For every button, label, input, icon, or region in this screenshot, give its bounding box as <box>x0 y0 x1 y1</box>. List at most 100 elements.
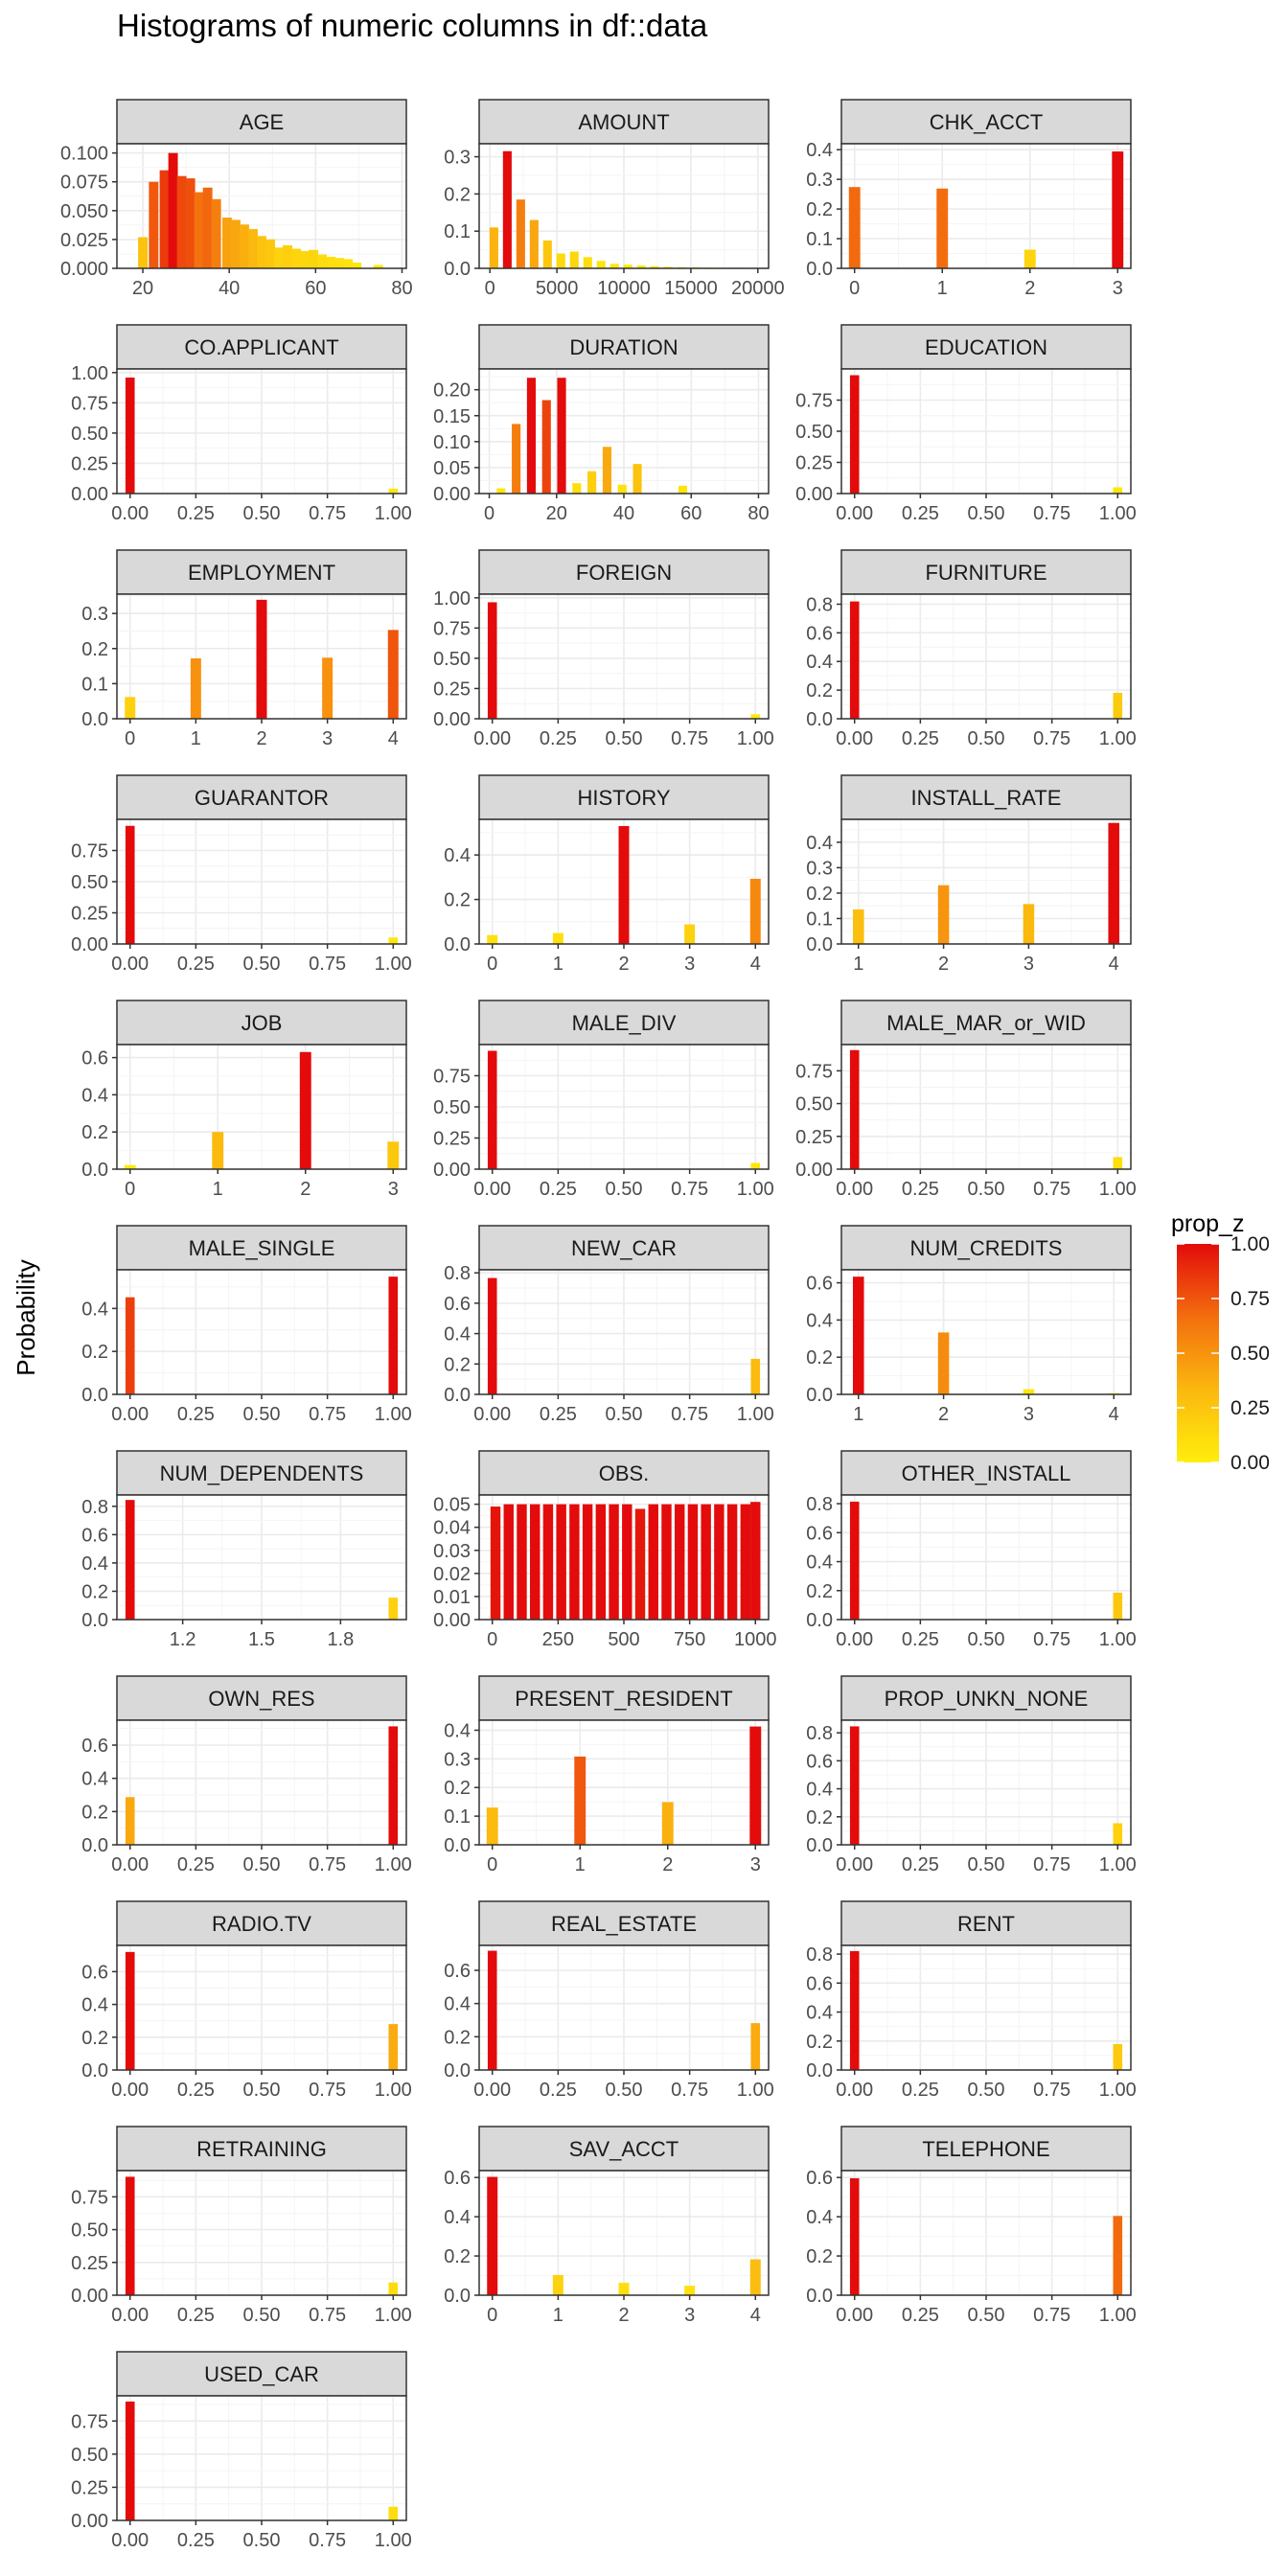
x-tick-label: 1 <box>553 2305 564 2326</box>
y-tick-label: 0.0 <box>806 1835 833 1856</box>
x-tick-label: 1.00 <box>375 503 412 524</box>
y-tick-label: 0.50 <box>71 2445 108 2466</box>
bar-num-credits-1 <box>937 1332 950 1394</box>
y-tick-label: 0.3 <box>444 148 471 169</box>
x-tick-label: 1.00 <box>375 2305 412 2326</box>
x-tick-label: 0.00 <box>111 2530 149 2551</box>
y-tick-label: 0.6 <box>806 2168 833 2189</box>
x-tick-label: 2 <box>618 2305 629 2326</box>
bar-guarantor-1 <box>388 937 399 944</box>
strip-label-num-dependents: NUM_DEPENDENTS <box>160 1461 364 1485</box>
strip-label-used-car: USED_CAR <box>204 2362 319 2386</box>
y-tick-label: 0.02 <box>433 1564 471 1585</box>
bar-amount-0 <box>489 227 498 268</box>
strip-label-male-single: MALE_SINGLE <box>189 1236 335 1260</box>
y-tick-label: 0.1 <box>81 674 108 695</box>
x-tick-label: 0.25 <box>902 728 939 749</box>
x-tick-label: 0.25 <box>177 1404 215 1425</box>
y-tick-label: 0.0 <box>81 709 108 730</box>
strip-own-res <box>116 1675 407 1721</box>
x-tick-label: 4 <box>1109 1404 1119 1425</box>
x-tick-label: 0.75 <box>1033 1179 1070 1200</box>
x-tick-label: 0.00 <box>111 2080 149 2101</box>
bar-chk-acct-0 <box>848 187 861 268</box>
x-tick-label: 1 <box>853 1404 863 1425</box>
x-tick-label: 3 <box>1024 954 1034 975</box>
y-tick-label: 0.3 <box>806 858 833 879</box>
strip-present-resident <box>478 1675 770 1721</box>
y-tick-label: 0.2 <box>81 1802 108 1823</box>
bar-used-car-1 <box>388 2506 399 2520</box>
x-tick-label: 1.00 <box>375 2530 412 2551</box>
bar-prop-unkn-none-0 <box>849 1726 860 1845</box>
bar-amount-5 <box>556 253 565 268</box>
bar-age-17 <box>291 248 302 268</box>
bar-install-rate-0 <box>852 908 864 944</box>
bar-amount-2 <box>516 199 525 268</box>
x-tick-label: 1 <box>575 1854 586 1875</box>
bar-job-1 <box>212 1132 224 1169</box>
y-tick-label: 0.50 <box>795 1094 833 1116</box>
bar-retraining-0 <box>125 2176 135 2295</box>
bar-job-2 <box>299 1051 311 1169</box>
x-tick-label: 1.00 <box>1099 1854 1137 1875</box>
y-tick-label: 0.25 <box>795 1127 833 1148</box>
bar-obs-1 <box>503 1504 514 1620</box>
x-tick-label: 4 <box>388 728 399 749</box>
y-tick-label: 0.2 <box>444 890 471 911</box>
x-tick-label: 1.5 <box>248 1629 275 1650</box>
x-tick-label: 3 <box>322 728 333 749</box>
strip-label-own-res: OWN_RES <box>208 1687 314 1711</box>
y-tick-label: 0.0 <box>806 2060 833 2082</box>
bar-retraining-1 <box>388 2282 399 2295</box>
strip-label-job: JOB <box>242 1011 283 1035</box>
bar-sav-acct-2 <box>618 2283 630 2295</box>
bar-num-credits-2 <box>1023 1389 1035 1394</box>
bar-num-dependents-0 <box>125 1500 135 1620</box>
bar-age-3 <box>168 152 178 268</box>
bar-age-0 <box>138 237 149 268</box>
x-tick-label: 2 <box>938 954 949 975</box>
y-tick-label: 0.05 <box>433 458 471 479</box>
bar-telephone-1 <box>1113 2216 1123 2295</box>
x-tick-label: 0.25 <box>902 2305 939 2326</box>
x-tick-label: 0.75 <box>671 2080 708 2101</box>
y-tick-label: 0.2 <box>806 1347 833 1368</box>
bar-obs-20 <box>750 1502 761 1620</box>
y-tick-label: 0.0 <box>806 709 833 730</box>
bar-co-applicant-1 <box>388 488 399 494</box>
y-tick-label: 0.6 <box>444 1961 471 1982</box>
y-tick-label: 0.10 <box>433 432 471 453</box>
bar-obs-12 <box>648 1504 658 1620</box>
strip-label-co-applicant: CO.APPLICANT <box>184 335 338 359</box>
panel-employment: EMPLOYMENT 0.0 0.1 0.2 0.3 0 1 2 3 4 <box>81 549 407 749</box>
x-tick-label: 0.50 <box>243 2080 281 2101</box>
y-tick-label: 0.75 <box>433 1067 471 1088</box>
y-tick-label: 0.4 <box>806 1552 833 1574</box>
strip-label-rent: RENT <box>957 1912 1015 1936</box>
bar-amount-6 <box>569 251 579 268</box>
x-tick-label: 0.25 <box>177 503 215 524</box>
x-tick-label: 3 <box>388 1179 399 1200</box>
bar-obs-15 <box>687 1504 699 1620</box>
y-tick-label: 0.15 <box>433 406 471 427</box>
x-tick-label: 20 <box>132 278 153 299</box>
x-tick-label: 1.00 <box>737 2080 774 2101</box>
bar-job-3 <box>387 1141 400 1169</box>
x-tick-label: 20 <box>546 503 567 524</box>
bar-new-car-0 <box>487 1277 497 1394</box>
x-tick-label: 0.00 <box>836 503 873 524</box>
y-tick-label: 0.2 <box>444 1778 471 1799</box>
bar-age-21 <box>326 256 336 268</box>
y-tick-label: 0.2 <box>444 1354 471 1375</box>
bar-prop-unkn-none-1 <box>1113 1823 1123 1845</box>
x-tick-label: 3 <box>750 1854 761 1875</box>
bar-duration-9 <box>632 464 642 494</box>
y-tick-label: 0.4 <box>81 1769 108 1790</box>
y-tick-label: 0.50 <box>71 872 108 893</box>
bar-furniture-1 <box>1113 692 1123 719</box>
panel-guarantor: GUARANTOR 0.00 0.25 0.50 0.75 0.00 0.25 0.50 0.7… <box>71 774 412 975</box>
x-tick-label: 0.00 <box>111 503 149 524</box>
